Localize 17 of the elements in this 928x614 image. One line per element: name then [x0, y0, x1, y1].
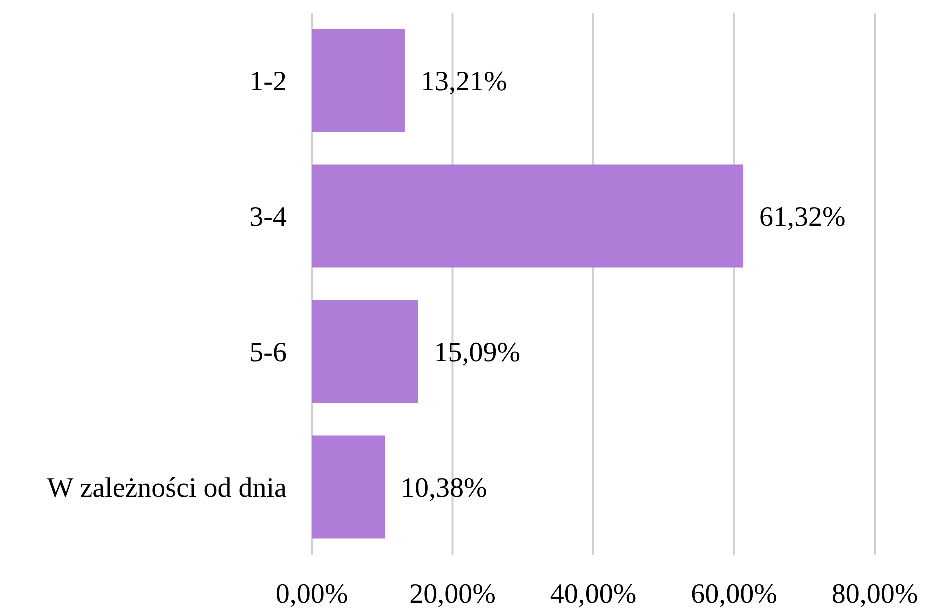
bar [312, 164, 744, 268]
bar [312, 300, 418, 404]
data-label: 13,21% [420, 66, 508, 98]
data-label: 15,09% [434, 338, 521, 369]
x-tick-label: 0,00% [276, 578, 348, 610]
bar [312, 29, 405, 132]
x-tick-label: 60,00% [691, 578, 778, 610]
y-tick-label: 5-6 [250, 338, 287, 369]
y-tick-label: 1-2 [250, 66, 287, 98]
x-tick-label: 40,00% [550, 578, 637, 610]
x-tick-label: 20,00% [410, 578, 496, 610]
bar [312, 436, 386, 539]
y-tick-label: 3-4 [250, 202, 287, 234]
x-tick-label: 80,00% [832, 578, 918, 610]
data-label: 61,32% [760, 202, 846, 234]
y-tick-label: W zależności od dnia [47, 473, 288, 504]
data-label: 10,38% [401, 473, 488, 504]
